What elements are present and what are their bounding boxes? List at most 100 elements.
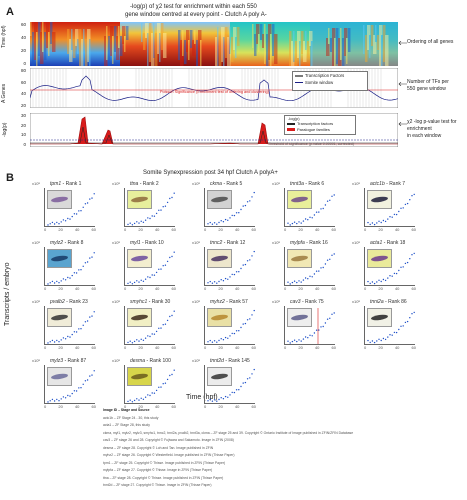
- plot-title: ttna - Rank 2: [130, 181, 159, 187]
- gene-rank: Rank 8: [67, 240, 84, 246]
- synexpression-plot: x10⁵ tnnc2 - Rank 12 0 20 40 60: [190, 240, 262, 298]
- expression-point: [371, 222, 374, 224]
- expression-point: [227, 278, 229, 280]
- embryo-in-situ-image: [47, 308, 72, 327]
- exponent-label: x10⁵: [192, 358, 201, 363]
- expression-point: [173, 192, 175, 194]
- embryo-shape: [290, 313, 309, 322]
- expression-point: [411, 195, 413, 197]
- x-tick: 20: [138, 286, 143, 291]
- expression-point: [235, 389, 238, 391]
- synexpression-plot: x10⁵ tnnt2d - Rank 145 0 20 40 60: [190, 358, 262, 416]
- heatmap-stripe: [293, 31, 295, 62]
- expression-point: [298, 280, 300, 282]
- expression-point: [73, 331, 76, 333]
- plot-axes: [284, 188, 335, 227]
- heatmap-tick: 60: [20, 22, 26, 27]
- expression-point: [326, 200, 329, 202]
- plot-title: ckma - Rank 5: [210, 181, 242, 187]
- footnote-line: ttna – ZF stage 28. Copyright © Thisse. …: [103, 475, 224, 480]
- heatmap-stripe: [124, 36, 126, 52]
- expression-point: [411, 254, 413, 256]
- gene-name: tnnt2d: [210, 358, 224, 364]
- embryo-in-situ-image: [47, 249, 72, 268]
- synexpression-plot: x10⁵ acta1 - Rank 18 0 20 40 60: [350, 240, 422, 298]
- expression-point: [89, 198, 91, 200]
- logp-tick: 30: [20, 113, 26, 118]
- embryo-in-situ-image: [207, 190, 232, 209]
- embryo-in-situ-image: [127, 249, 152, 268]
- heatmap-stripe: [200, 40, 202, 66]
- heatmap-stripe: [85, 39, 88, 66]
- x-ticks: 0 20 40 60: [124, 404, 176, 409]
- heatmap-stripe: [69, 39, 73, 62]
- synexpression-plot: x10⁵ actc1b - Rank 7 0 20 40 60: [350, 181, 422, 239]
- embryo-in-situ-image: [287, 190, 312, 209]
- heatmap-ticks: 60 40 20 0: [16, 22, 26, 66]
- expression-point: [322, 266, 324, 269]
- expression-point: [131, 401, 134, 403]
- expression-point: [49, 400, 51, 402]
- gene-rank: Rank 12: [226, 240, 246, 246]
- x-tick: 0: [284, 345, 287, 350]
- footnote-line: tnnt2d – ZF stage 27. Copyright © Thisse…: [103, 483, 212, 487]
- x-tick: 20: [138, 345, 143, 350]
- panel-b-xlabel: Time (hpf): [186, 394, 218, 401]
- heatmap-right-note: Ordering of all genes: [407, 39, 454, 45]
- heatmap-stripe: [188, 40, 190, 60]
- heatmap-tick: 40: [20, 35, 26, 40]
- separator: -: [383, 299, 389, 305]
- expression-point: [211, 223, 214, 225]
- expression-point: [67, 276, 69, 279]
- expression-point: [153, 215, 156, 217]
- expression-point: [224, 218, 227, 221]
- expression-point: [129, 340, 131, 342]
- embryo-in-situ-image: [127, 190, 152, 209]
- expression-point: [315, 329, 318, 331]
- expression-point: [391, 334, 393, 336]
- expression-point: [84, 203, 87, 205]
- expression-point: [400, 266, 402, 268]
- expression-point: [216, 341, 218, 343]
- expression-point: [58, 341, 60, 343]
- plot-title: pvalb2 - Rank 23: [50, 299, 88, 305]
- plot-title: myl1 - Rank 10: [130, 240, 164, 246]
- x-ticks: 0 20 40 60: [124, 227, 176, 232]
- expression-point: [404, 203, 407, 206]
- heatmap-stripe: [75, 29, 79, 46]
- expression-point: [293, 280, 296, 282]
- expression-point: [138, 281, 140, 283]
- expression-point: [309, 334, 311, 336]
- expression-point: [222, 398, 225, 400]
- legend-bot-title: -log(p): [288, 116, 300, 121]
- gene-rank: Rank 57: [229, 299, 248, 305]
- gene-rank: Rank 1: [65, 181, 82, 187]
- expression-point: [376, 281, 378, 283]
- expression-point: [378, 338, 380, 340]
- arrow-icon: [398, 82, 407, 86]
- x-tick: 20: [138, 404, 143, 409]
- expression-point: [147, 217, 149, 219]
- expression-point: [75, 213, 78, 215]
- expression-point: [73, 390, 76, 392]
- heatmap-stripe: [334, 38, 336, 66]
- expression-point: [287, 340, 289, 342]
- heatmap-stripe: [151, 33, 155, 66]
- heatmap-stripe: [344, 28, 348, 56]
- expression-point: [329, 199, 331, 201]
- gene-rank: Rank 5: [226, 181, 243, 187]
- expression-point: [246, 201, 249, 203]
- expression-point: [369, 223, 371, 226]
- expression-point: [389, 334, 391, 336]
- heatmap-stripe: [106, 26, 108, 60]
- expression-point: [244, 381, 247, 384]
- expression-point: [220, 220, 222, 222]
- expression-point: [218, 339, 220, 342]
- heatmap-stripe: [262, 34, 266, 48]
- x-tick: 20: [58, 286, 63, 291]
- x-tick: 0: [44, 404, 47, 409]
- agenes-tick: 20: [20, 102, 26, 108]
- expression-point: [240, 385, 242, 388]
- x-tick: 60: [171, 404, 176, 409]
- embryo-shape: [210, 254, 229, 263]
